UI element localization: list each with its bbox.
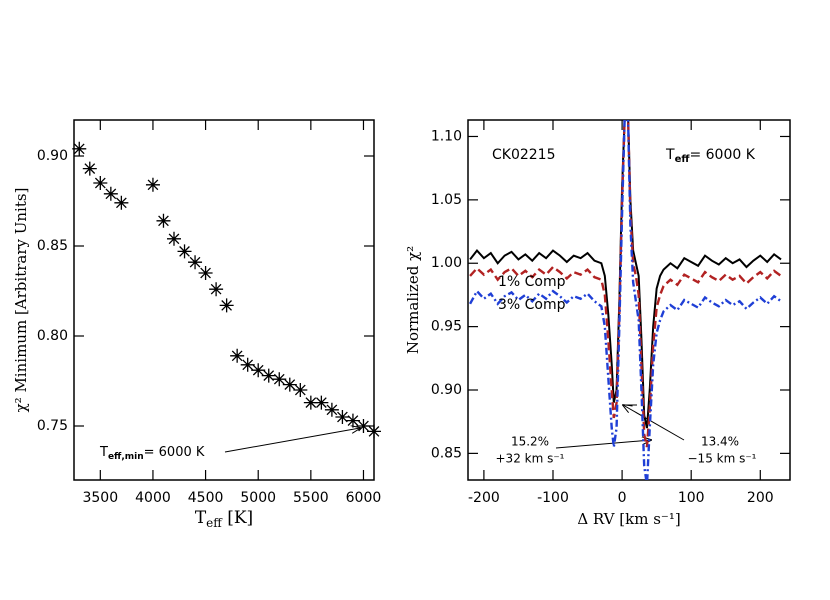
- point: [314, 395, 329, 410]
- annotation: 15.2%: [511, 435, 549, 449]
- y-tick-label: 0.80: [37, 328, 68, 344]
- point: [272, 372, 287, 387]
- y-tick-label: 0.90: [431, 382, 462, 398]
- point: [219, 298, 234, 313]
- series-line: [469, 120, 782, 480]
- point: [261, 368, 276, 383]
- point: [72, 141, 87, 156]
- y-tick-label: 1.00: [431, 255, 462, 271]
- annotation: +32 km s⁻¹: [496, 452, 565, 466]
- annotation: 13.4%: [701, 435, 739, 449]
- point: [114, 195, 129, 210]
- point: [367, 424, 381, 439]
- point: [209, 282, 224, 297]
- x-axis-title: Δ RV [km s⁻¹]: [577, 510, 680, 528]
- x-tick-label: -200: [468, 490, 500, 506]
- point: [188, 255, 203, 270]
- x-axis-title: Teff [K]: [195, 508, 253, 530]
- x-tick-label: 5500: [293, 490, 329, 506]
- left-frame: [73, 119, 375, 481]
- annotation: −15 km s⁻¹: [688, 452, 757, 466]
- y-axis-title: χ² Minimum [Arbitrary Units]: [12, 188, 30, 413]
- point: [282, 377, 297, 392]
- y-tick-label: 1.10: [431, 128, 462, 144]
- point: [335, 410, 350, 424]
- x-tick-label: -100: [537, 490, 569, 506]
- y-tick-label: 0.75: [37, 418, 68, 434]
- object-label: CK02215: [492, 147, 556, 163]
- series-line: [469, 120, 782, 448]
- point: [324, 402, 339, 417]
- series-label: 3% Comp: [498, 297, 566, 313]
- point: [177, 244, 192, 259]
- annotation: Teff,min= 6000 K: [99, 445, 205, 462]
- point: [240, 357, 255, 372]
- point: [198, 266, 213, 280]
- point: [82, 161, 97, 176]
- x-tick-label: 3500: [82, 490, 118, 506]
- point: [103, 186, 118, 201]
- annotation-arrow: [623, 405, 685, 441]
- x-tick-label: 0: [618, 490, 627, 506]
- y-tick-label: 0.90: [37, 148, 68, 164]
- annotation-arrow: [555, 440, 651, 449]
- point: [93, 176, 108, 190]
- series-label: 1% Comp: [498, 274, 566, 290]
- point: [230, 348, 245, 363]
- x-tick-label: 4500: [188, 490, 224, 506]
- point: [145, 177, 160, 192]
- point: [167, 231, 181, 246]
- y-tick-label: 0.85: [37, 238, 68, 254]
- x-tick-label: 6000: [346, 490, 382, 506]
- x-tick-label: 5000: [240, 490, 276, 506]
- x-tick-label: 200: [747, 490, 774, 506]
- point: [293, 383, 308, 397]
- x-tick-label: 4000: [135, 490, 171, 506]
- point: [345, 413, 360, 428]
- y-tick-label: 0.85: [431, 445, 462, 461]
- y-axis-title: Normalized χ²: [404, 246, 422, 354]
- y-tick-label: 1.05: [431, 192, 462, 208]
- point: [303, 395, 318, 410]
- point: [251, 363, 266, 378]
- point: [356, 419, 371, 433]
- x-tick-label: 100: [678, 490, 705, 506]
- y-tick-label: 0.95: [431, 319, 462, 335]
- temperature-label: Teff= 6000 K: [665, 147, 756, 165]
- annotation-arrow: [224, 428, 360, 453]
- point: [156, 213, 171, 228]
